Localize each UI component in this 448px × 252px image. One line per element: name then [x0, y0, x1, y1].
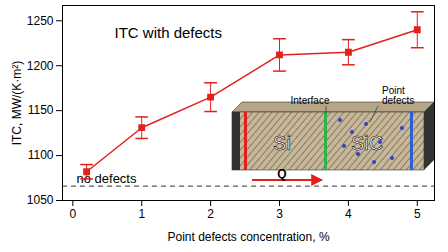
svg-text:ITC, MW/(K·m²): ITC, MW/(K·m²) [10, 61, 24, 146]
svg-text:4: 4 [345, 207, 352, 221]
svg-text:SiC: SiC [351, 132, 383, 154]
svg-text:2: 2 [207, 207, 214, 221]
svg-text:3: 3 [276, 207, 283, 221]
svg-text:ITC with defects: ITC with defects [115, 24, 223, 41]
svg-text:Point defects concentration, %: Point defects concentration, % [167, 230, 329, 244]
svg-text:1150: 1150 [28, 103, 54, 117]
svg-text:0: 0 [69, 207, 76, 221]
svg-text:1050: 1050 [27, 193, 54, 207]
svg-text:1: 1 [138, 207, 145, 221]
svg-text:Point: Point [382, 85, 405, 96]
svg-text:1200: 1200 [27, 59, 54, 73]
svg-text:5: 5 [414, 207, 421, 221]
svg-text:1250: 1250 [27, 14, 54, 28]
svg-text:1100: 1100 [28, 148, 54, 162]
svg-text:Si: Si [273, 132, 291, 154]
svg-text:defects: defects [382, 95, 414, 106]
svg-text:no defects: no defects [76, 170, 137, 186]
svg-text:Q: Q [277, 167, 286, 181]
svg-text:Interface: Interface [291, 95, 330, 106]
